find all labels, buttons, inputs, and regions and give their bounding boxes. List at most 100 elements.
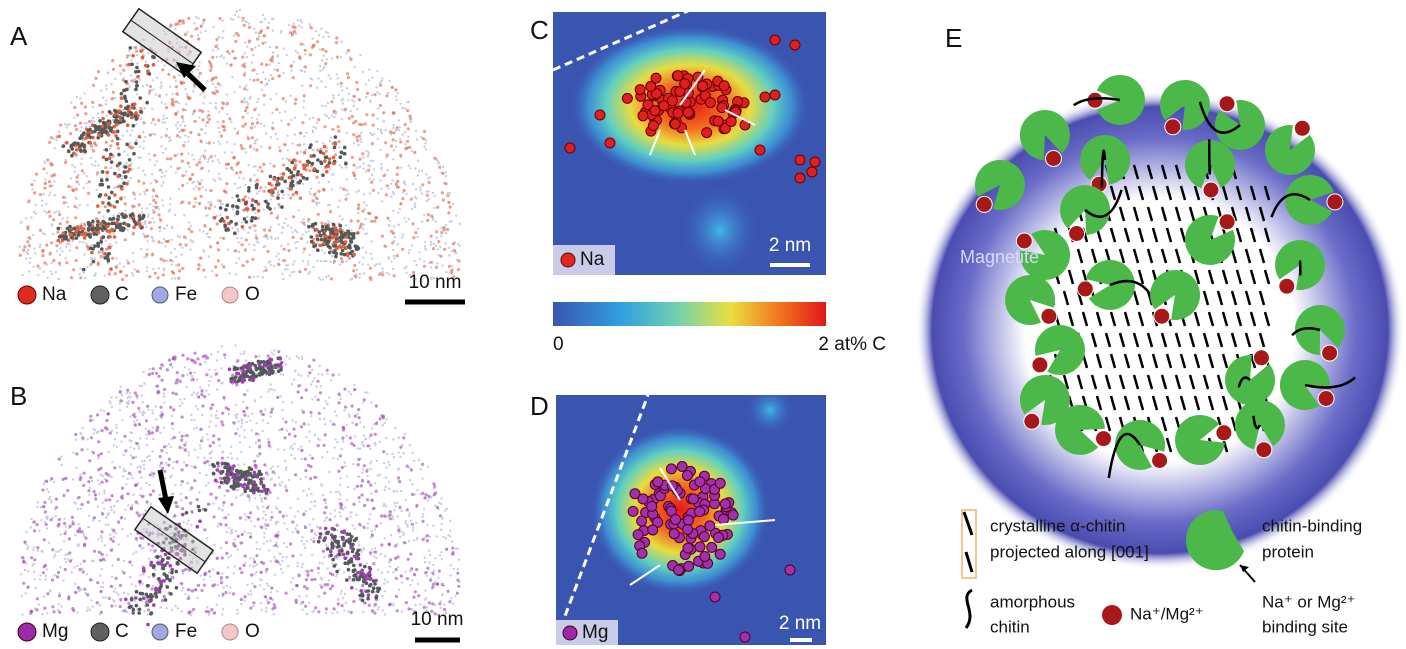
atom: [236, 132, 239, 135]
atom: [41, 199, 43, 201]
atom: [331, 562, 333, 564]
atom: [286, 429, 288, 431]
atom: [308, 169, 311, 172]
atom: [216, 557, 219, 560]
atom: [669, 529, 679, 539]
atom: [58, 211, 60, 213]
atom: [150, 587, 153, 590]
atom: [259, 186, 262, 189]
atom: [270, 98, 272, 100]
atom: [419, 258, 421, 260]
atom: [279, 484, 281, 486]
atom: [148, 153, 150, 155]
atom: [108, 156, 112, 160]
atom: [99, 559, 102, 562]
atom: [199, 363, 202, 366]
atom: [361, 210, 364, 213]
atom: [371, 142, 374, 145]
atom: [143, 107, 145, 109]
atom: [91, 247, 95, 251]
atom: [345, 224, 347, 226]
atom: [248, 39, 251, 42]
atom: [22, 582, 25, 585]
atom: [255, 571, 257, 573]
atom: [209, 203, 212, 206]
atom: [415, 130, 417, 132]
atom: [378, 263, 380, 265]
atom: [428, 550, 430, 552]
atom: [127, 261, 130, 264]
atom: [216, 56, 218, 58]
atom: [116, 174, 120, 178]
atom: [287, 149, 289, 151]
atom: [378, 93, 380, 95]
atom: [179, 136, 181, 138]
atom: [147, 216, 149, 218]
atom: [401, 197, 404, 200]
atom: [254, 216, 258, 220]
atom: [60, 533, 62, 535]
atom: [239, 494, 241, 496]
atom: [245, 238, 248, 241]
atom: [187, 140, 189, 142]
atom: [313, 377, 315, 379]
page: {"panels": { "a": {"label": "A", "legend…: [0, 0, 1406, 649]
atom: [301, 601, 304, 604]
atom: [240, 243, 243, 246]
atom: [98, 493, 100, 495]
atom: [54, 194, 56, 196]
atom: [221, 107, 224, 110]
atom: [98, 251, 101, 254]
atom: [406, 524, 408, 526]
atom: [322, 68, 324, 70]
atom: [385, 437, 387, 439]
atom: [331, 255, 333, 257]
atom: [269, 383, 271, 385]
atom: [136, 75, 140, 79]
atom: [286, 167, 290, 171]
atom: [256, 38, 259, 41]
atom: [430, 235, 433, 238]
atom: [329, 513, 331, 515]
atom: [256, 563, 258, 565]
atom: [30, 518, 32, 520]
atom: [384, 590, 386, 592]
atom: [263, 190, 266, 193]
atom: [263, 34, 266, 37]
atom: [124, 80, 128, 84]
atom: [105, 178, 109, 182]
atom: [162, 205, 164, 207]
atom: [333, 146, 337, 150]
atom: [235, 205, 239, 209]
atom: [398, 129, 400, 131]
atom: [287, 243, 289, 245]
atom: [33, 571, 35, 573]
atom: [244, 195, 247, 198]
atom: [236, 212, 240, 216]
atom: [152, 63, 156, 67]
atom: [392, 571, 394, 573]
atom: [441, 172, 444, 175]
atom: [206, 121, 209, 124]
atom: [295, 177, 297, 179]
atom: [351, 422, 353, 424]
atom: [277, 448, 279, 450]
atom: [322, 189, 325, 192]
atom: [95, 189, 97, 191]
atom: [21, 613, 23, 615]
atom: [111, 406, 113, 408]
atom: [346, 178, 348, 180]
atom: [277, 252, 279, 254]
atom: [397, 468, 399, 470]
atom: [248, 197, 250, 199]
atom: [417, 594, 420, 597]
atom: [134, 111, 138, 115]
atom: [307, 221, 309, 223]
atom: [159, 465, 161, 467]
atom: [251, 216, 255, 220]
atom: [119, 466, 121, 468]
atom: [159, 87, 161, 89]
atom: [48, 498, 50, 500]
atom: [205, 390, 207, 392]
atom: [92, 149, 95, 152]
